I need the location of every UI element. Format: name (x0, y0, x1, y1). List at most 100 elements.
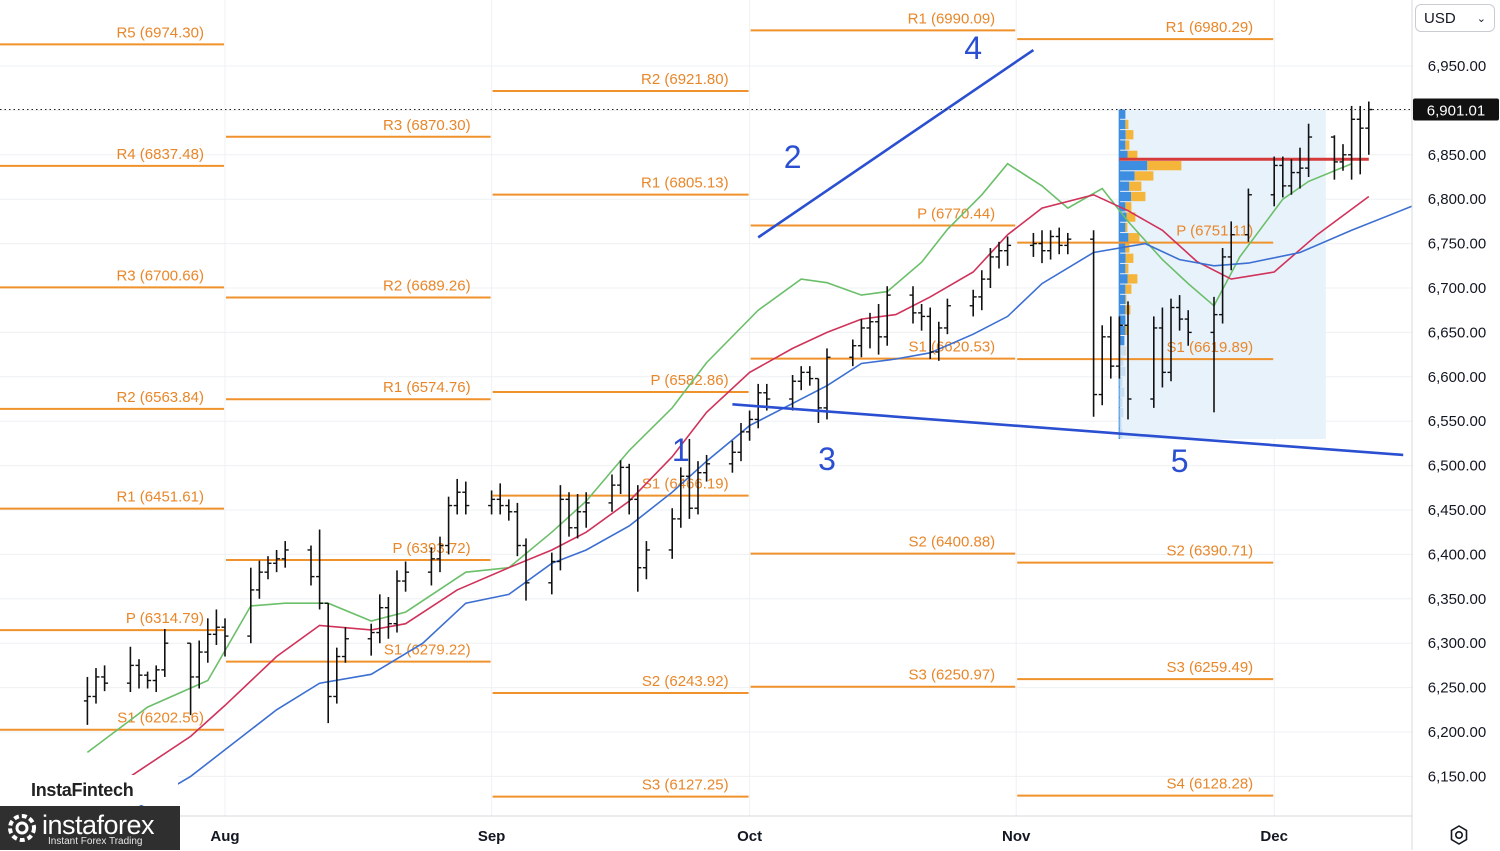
profile-bar-sell (1125, 202, 1132, 212)
ohlc-bar (195, 640, 203, 689)
ohlc-bar (427, 547, 435, 586)
ohlc-bar (1098, 325, 1106, 406)
wave-label: 5 (1171, 443, 1189, 479)
price-tick-label: 6,700.00 (1428, 280, 1486, 297)
pivot-label: P (6770.44) (917, 205, 995, 222)
ohlc-bar (1305, 123, 1313, 177)
pivot-label: P (6751.11) (1176, 223, 1253, 240)
ohlc-bar (126, 646, 134, 693)
pivot-label: R3 (6870.30) (383, 117, 471, 134)
ohlc-bar (324, 602, 332, 724)
ohlc-bar (978, 270, 986, 311)
currency-select[interactable]: USD ⌄ (1415, 4, 1495, 32)
pivot-label: S1 (6466.19) (642, 476, 729, 493)
profile-bar-sell (1125, 222, 1128, 233)
pivot-label: S1 (6620.53) (908, 339, 995, 356)
pivot-label: R4 (6837.48) (116, 146, 204, 163)
profile-bar-buy (1119, 397, 1123, 408)
price-tick-label: 6,800.00 (1428, 191, 1486, 208)
wave-labels: 1 2 3 4 5 (672, 30, 1189, 479)
pivot-label: R1 (6574.76) (383, 379, 471, 396)
wave-label: 1 (672, 432, 690, 468)
pivot-label: S1 (6279.22) (384, 642, 471, 659)
ohlc-bar (1038, 230, 1046, 264)
price-tick-label: 6,550.00 (1428, 413, 1486, 430)
profile-bar-buy (1119, 181, 1130, 191)
ohlc-bar (436, 536, 444, 573)
pivot-label: R2 (6689.26) (383, 278, 471, 295)
ohlc-bar (212, 609, 220, 645)
ohlc-bar (1167, 298, 1175, 382)
pivot-label: R1 (6980.29) (1166, 19, 1254, 36)
pivot-label: S3 (6127.25) (642, 777, 729, 794)
ohlc-bar (445, 496, 453, 555)
profile-bar-sell (1147, 160, 1182, 171)
profile-bar-sell (1129, 181, 1142, 191)
ohlc-bar (453, 478, 461, 515)
pivot-label: P (6582.86) (650, 372, 728, 389)
profile-bar-buy (1119, 305, 1126, 315)
ohlc-bar (505, 499, 513, 521)
ohlc-bar (1047, 230, 1055, 260)
price-tick-label: 6,750.00 (1428, 236, 1486, 253)
price-tick-label: 6,400.00 (1428, 546, 1486, 563)
profile-bar-buy (1119, 418, 1122, 428)
profile-bar-buy (1119, 233, 1129, 243)
ohlc-bar (462, 481, 470, 515)
profile-bar-buy (1119, 150, 1128, 160)
profile-bar-buy (1119, 336, 1125, 346)
wave-label: 2 (784, 139, 802, 175)
ohlc-bar (393, 570, 401, 633)
ohlc-bar (909, 286, 917, 324)
settings-gear-icon[interactable] (1448, 824, 1470, 846)
ohlc-bar (273, 549, 281, 573)
time-tick-label: Dec (1260, 828, 1288, 845)
ohlc-bar (574, 494, 582, 539)
profile-bar-sell (1134, 171, 1154, 181)
currency-label: USD (1424, 9, 1456, 27)
ohlc-bar (1287, 159, 1295, 195)
pivot-label: S3 (6259.49) (1166, 659, 1253, 676)
ohlc-bar (367, 623, 375, 656)
wave-label: 3 (818, 441, 836, 477)
profile-bar-sell (1125, 346, 1127, 356)
ohlc-bar (857, 319, 865, 358)
ohlc-bar (703, 454, 711, 482)
profile-bar-buy (1119, 130, 1126, 140)
profile-bar-sell (1127, 274, 1138, 284)
price-tick-label: 6,500.00 (1428, 458, 1486, 475)
ohlc-bar (677, 467, 685, 528)
profile-bar-sell (1125, 253, 1134, 263)
trend-line (757, 48, 1035, 239)
ohlc-bar (384, 597, 392, 639)
profile-bar-buy (1119, 377, 1123, 387)
profile-bar-buy (1119, 387, 1125, 397)
volume-profile (1118, 109, 1369, 439)
ohlc-bar (522, 538, 530, 601)
ohlc-bar (625, 463, 633, 515)
ohlc-bar (496, 483, 504, 515)
profile-bar-buy (1119, 109, 1126, 119)
ohlc-bar (1004, 236, 1012, 266)
ohlc-bar (943, 298, 951, 335)
chevron-down-icon: ⌄ (1476, 12, 1486, 25)
pivot-levels: R5 (6974.30) R4 (6837.48) R3 (6700.66) R2 (… (0, 10, 1274, 798)
ohlc-bar (556, 485, 564, 571)
moving-average-ma_fast (86, 162, 1352, 754)
profile-bar-sell (1125, 130, 1134, 140)
time-tick-label: Aug (210, 828, 239, 845)
ohlc-bar (1356, 105, 1364, 175)
ohlc-bar (92, 668, 100, 704)
pivot-label: S1 (6619.89) (1166, 339, 1253, 356)
time-axis: Aug Sep Oct Nov Dec (210, 828, 1288, 845)
ohlc-bar (969, 289, 977, 317)
profile-bar-buy (1119, 263, 1126, 274)
wave-label: 4 (964, 30, 982, 66)
profile-bar-buy (1119, 191, 1132, 202)
ohlc-bar (1227, 221, 1235, 271)
ohlc-bar (875, 303, 883, 355)
profile-bar-sell (1125, 119, 1129, 130)
ohlc-bar (926, 307, 934, 360)
